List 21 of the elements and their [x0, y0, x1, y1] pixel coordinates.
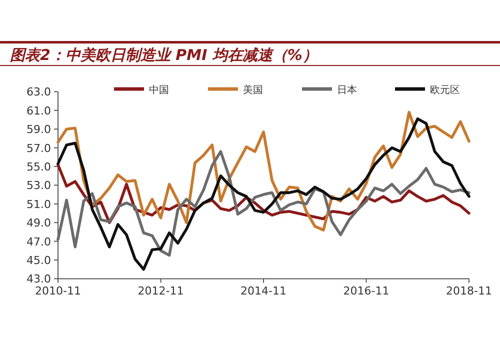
y-tick-label: 45.0 [26, 254, 51, 267]
x-tick-label: 2018-11 [446, 284, 492, 298]
x-tick-label: 2012-11 [138, 284, 184, 298]
y-tick-label: 47.0 [26, 235, 51, 248]
y-tick-label: 53.0 [26, 179, 51, 192]
legend-label: 美国 [243, 84, 263, 96]
y-tick-label: 63.0 [26, 86, 51, 99]
legend-label: 日本 [337, 84, 357, 96]
y-tick-label: 49.0 [26, 216, 51, 230]
y-tick-label: 43.0 [26, 272, 51, 286]
x-tick-label: 2014-11 [240, 284, 286, 298]
legend-label: 中国 [149, 84, 169, 96]
legend-label: 欧元区 [430, 85, 460, 96]
y-tick-label: 57.0 [26, 142, 51, 155]
y-tick-label: 59.0 [26, 123, 51, 136]
y-tick-label: 61.0 [26, 104, 51, 118]
y-tick-label: 51.0 [26, 198, 51, 211]
chart-title: 图表2：中美欧日制造业 PMI 均在减速（%） [10, 46, 318, 64]
y-tick-label: 55.0 [26, 160, 51, 174]
x-tick-label: 2010-11 [35, 284, 81, 298]
x-tick-label: 2016-11 [343, 284, 390, 298]
